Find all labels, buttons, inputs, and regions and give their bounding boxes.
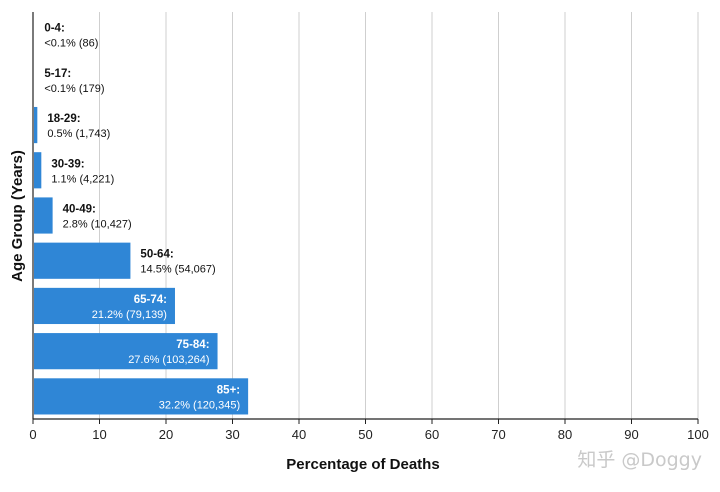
bar-value-label-1: <0.1% (179) xyxy=(44,83,104,95)
x-tick-label-0: 0 xyxy=(29,427,36,442)
grid-lines xyxy=(99,12,699,419)
bar-6 xyxy=(34,287,175,325)
x-axis-title: Percentage of Deaths xyxy=(286,456,439,473)
bar-8 xyxy=(34,378,249,415)
bar-category-label-2: 18-29: xyxy=(47,113,80,125)
x-tick-label-20: 20 xyxy=(159,427,173,442)
bar-value-label-5: 14.5% (54,067) xyxy=(140,264,215,276)
bar-category-label-5: 50-64: xyxy=(140,249,173,261)
x-tick-label-70: 70 xyxy=(491,427,505,442)
bar-category-label-3: 30-39: xyxy=(51,158,84,170)
bar-value-label-3: 1.1% (4,221) xyxy=(51,173,114,185)
bar-category-label-0: 0-4: xyxy=(44,23,64,35)
x-tick-label-90: 90 xyxy=(624,427,638,442)
bar-value-label-7: 27.6% (103,264) xyxy=(128,354,209,366)
bar-4 xyxy=(34,197,53,234)
bar-3 xyxy=(34,152,42,189)
x-tick-label-10: 10 xyxy=(92,427,106,442)
x-tick-label-40: 40 xyxy=(292,427,306,442)
x-ticks-group: 0 10 20 30 40 50 60 70 80 90 100 xyxy=(29,419,709,442)
x-tick-label-60: 60 xyxy=(425,427,439,442)
bar-5 xyxy=(34,242,131,279)
x-tick-label-50: 50 xyxy=(358,427,372,442)
bar-value-label-8: 32.2% (120,345) xyxy=(159,399,240,411)
x-tick-label-30: 30 xyxy=(225,427,239,442)
bar-value-label-6: 21.2% (79,139) xyxy=(92,309,167,321)
y-axis-title: Age Group (Years) xyxy=(9,150,26,282)
bar-2 xyxy=(34,106,38,144)
bar-value-label-4: 2.8% (10,427) xyxy=(63,219,132,231)
bar-labels-group: 0-4: <0.1% (86) 5-17: <0.1% (179) 18-29: 0.5%… xyxy=(44,23,240,412)
x-tick-label-100: 100 xyxy=(687,427,709,442)
bar-category-label-4: 40-49: xyxy=(63,204,96,216)
bar-value-label-0: <0.1% (86) xyxy=(44,38,98,50)
bar-category-label-8: 85+: xyxy=(217,384,240,396)
bar-category-label-7: 75-84: xyxy=(176,339,209,351)
bar-7 xyxy=(34,333,218,370)
bar-category-label-6: 65-74: xyxy=(134,294,167,306)
bars-group xyxy=(34,106,249,415)
bar-value-label-2: 0.5% (1,743) xyxy=(47,128,110,140)
bar-category-label-1: 5-17: xyxy=(44,68,71,80)
x-tick-label-80: 80 xyxy=(558,427,572,442)
watermark-text: 知乎 @Doggy xyxy=(577,449,702,471)
